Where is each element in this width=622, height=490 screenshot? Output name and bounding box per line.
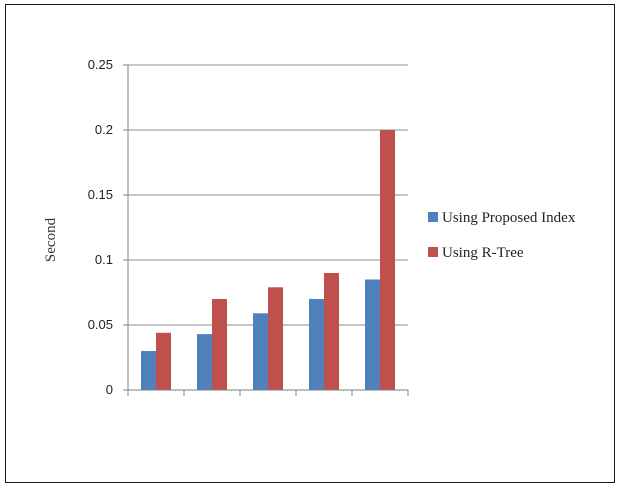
y-tick-label: 0 bbox=[106, 382, 113, 397]
y-tick-label: 0.05 bbox=[88, 317, 113, 332]
bar-r-tree bbox=[156, 332, 171, 390]
bar-proposed-index bbox=[141, 351, 156, 390]
bars bbox=[141, 130, 395, 390]
bar-r-tree bbox=[212, 299, 227, 390]
bar-proposed-index bbox=[253, 313, 268, 390]
legend-label: Using R-Tree bbox=[442, 245, 524, 261]
bar-r-tree bbox=[324, 273, 339, 390]
y-tick-label: 0.2 bbox=[95, 122, 113, 137]
chart-frame bbox=[5, 4, 615, 483]
legend-swatch bbox=[428, 247, 438, 257]
y-tick-label: 0.25 bbox=[88, 57, 113, 72]
bar-proposed-index bbox=[197, 334, 212, 390]
bar-r-tree bbox=[268, 287, 283, 390]
bar-proposed-index bbox=[309, 299, 324, 390]
bar-proposed-index bbox=[365, 279, 380, 390]
x-axis-ticks bbox=[127, 390, 409, 396]
bar-r-tree bbox=[380, 130, 395, 390]
y-axis-title: Second bbox=[43, 217, 59, 262]
y-tick-label: 0.15 bbox=[88, 187, 113, 202]
legend-swatch bbox=[428, 212, 438, 222]
gridlines bbox=[128, 64, 408, 326]
legend-label: Using Proposed Index bbox=[442, 210, 576, 226]
y-tick-label: 0.1 bbox=[95, 252, 113, 267]
y-axis-ticks: 0 0.05 0.1 0.15 0.2 0.25 bbox=[88, 57, 128, 397]
legend: Using Proposed Index Using R-Tree bbox=[428, 210, 576, 261]
